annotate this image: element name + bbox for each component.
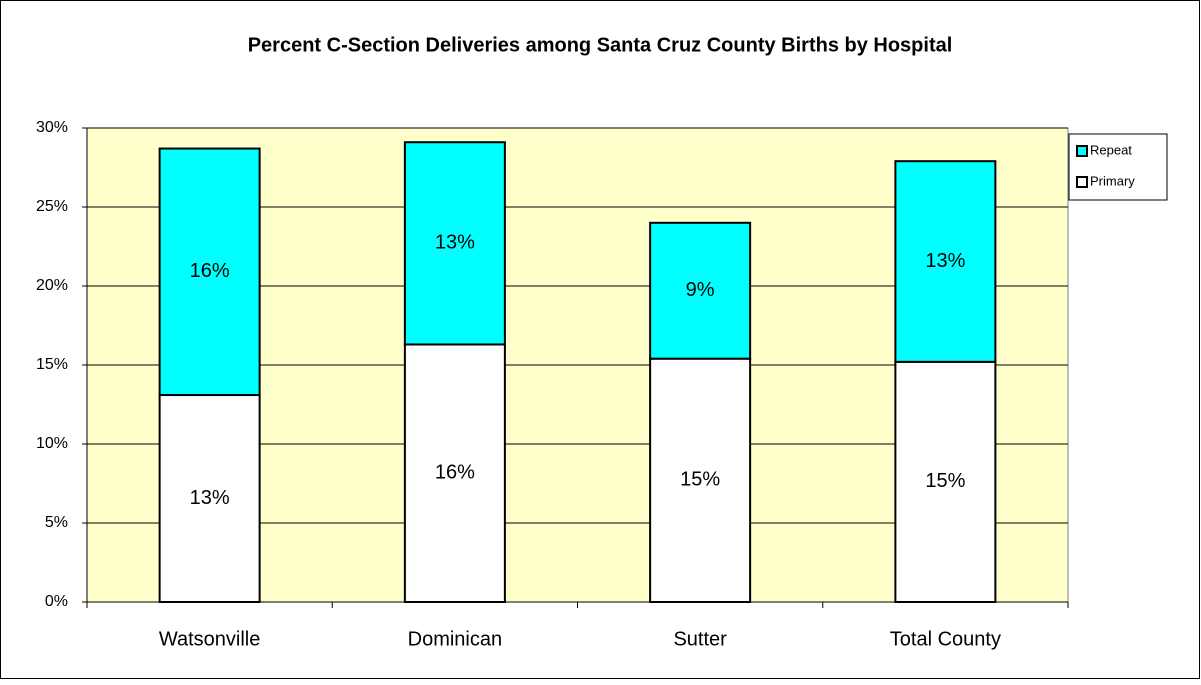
legend-swatch <box>1076 176 1088 188</box>
data-label: 13% <box>190 487 230 509</box>
bar-segment <box>894 160 997 363</box>
bar-segment <box>894 360 997 603</box>
data-label: 16% <box>190 260 230 282</box>
bar-segment <box>649 221 752 360</box>
y-tick-label: 25% <box>36 198 68 215</box>
x-tick-label: Sutter <box>673 628 727 650</box>
x-tick-label: Dominican <box>408 628 502 650</box>
y-tick-label: 0% <box>45 593 68 610</box>
y-tick-label: 20% <box>36 277 68 294</box>
y-tick-label: 30% <box>36 119 68 136</box>
x-tick-label: Watsonville <box>159 628 261 650</box>
y-tick-label: 5% <box>45 514 68 531</box>
data-label: 13% <box>435 232 475 254</box>
bar-segment <box>158 147 261 397</box>
y-tick-label: 15% <box>36 356 68 373</box>
data-label: 13% <box>925 250 965 272</box>
y-tick-label: 10% <box>36 435 68 452</box>
legend-label: Primary <box>1090 173 1135 188</box>
x-tick-label: Total County <box>890 628 1001 650</box>
bar-segment <box>403 343 506 603</box>
data-label: 9% <box>686 279 715 301</box>
legend-swatch <box>1076 145 1088 157</box>
bar-segment <box>649 357 752 603</box>
data-label: 16% <box>435 462 475 484</box>
chart-title: Percent C-Section Deliveries among Santa… <box>248 34 953 56</box>
legend-label: Repeat <box>1090 142 1132 157</box>
data-label: 15% <box>680 469 720 491</box>
data-label: 15% <box>925 470 965 492</box>
bar-segment <box>403 141 506 346</box>
